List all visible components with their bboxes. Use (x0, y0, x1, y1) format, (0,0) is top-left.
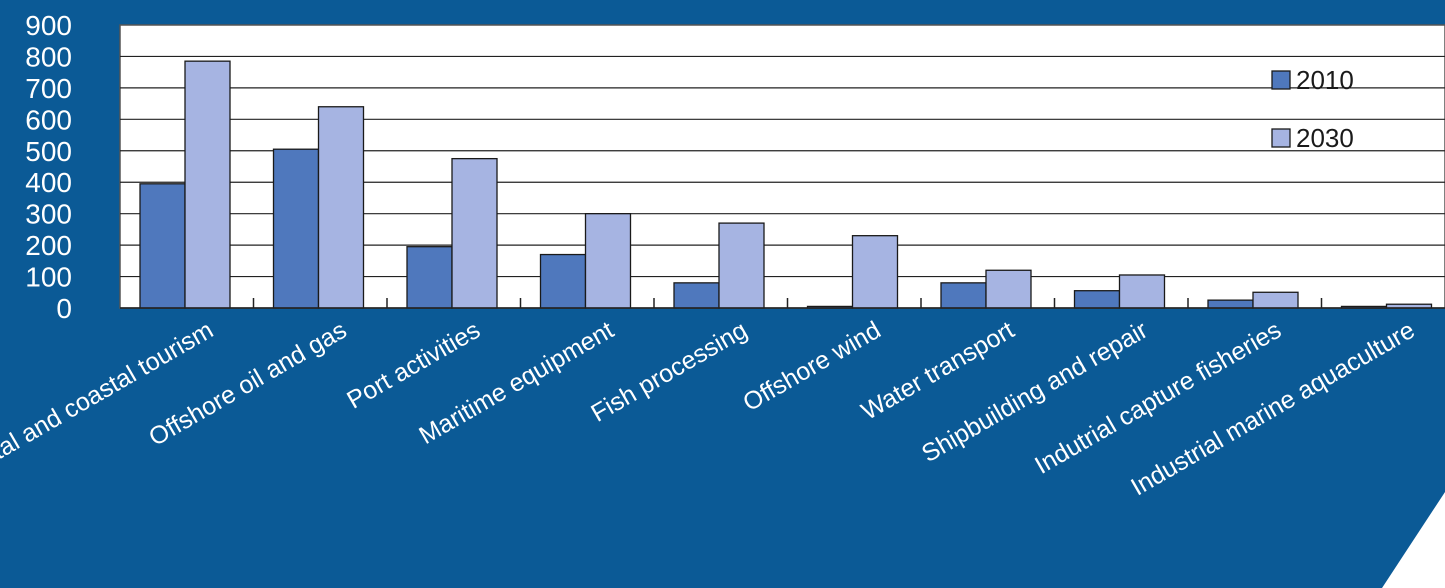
legend-swatch-2010 (1271, 70, 1291, 90)
bar-2030 (1252, 291, 1299, 309)
y-tick-label: 0 (56, 293, 72, 324)
legend-label-2030: 2030 (1296, 123, 1354, 153)
bar-2010 (406, 246, 453, 309)
legend-label-2010: 2010 (1296, 65, 1354, 95)
legend-swatch-2030 (1271, 128, 1291, 148)
bar-2030 (985, 269, 1032, 309)
bar-2030 (451, 157, 498, 309)
corner-swoosh (1382, 492, 1445, 588)
bar-2030 (851, 235, 899, 309)
legend: 2010 2030 (1271, 65, 1354, 153)
bar-2010 (1207, 299, 1254, 309)
bar-2030 (718, 222, 765, 309)
bar-2010 (1073, 290, 1121, 309)
bar-2030 (584, 213, 632, 309)
bar-2010 (940, 282, 987, 309)
bar-2010 (539, 253, 587, 309)
bar-2010 (139, 183, 186, 309)
bar-2030 (184, 60, 231, 309)
y-tick-label: 400 (25, 167, 72, 198)
y-tick-label: 600 (25, 104, 72, 135)
bar-2010 (272, 148, 320, 309)
y-tick-label: 800 (25, 41, 72, 72)
y-tick-label: 300 (25, 199, 72, 230)
y-tick-label: 500 (25, 136, 72, 167)
y-tick-label: 100 (25, 262, 72, 293)
y-tick-label: 200 (25, 230, 72, 261)
y-tick-label: 900 (25, 10, 72, 41)
bar-2010 (673, 282, 720, 309)
bars (120, 60, 1445, 309)
bar-2030 (1118, 274, 1166, 309)
y-tick-label: 700 (25, 73, 72, 104)
bar-2030 (317, 106, 365, 309)
